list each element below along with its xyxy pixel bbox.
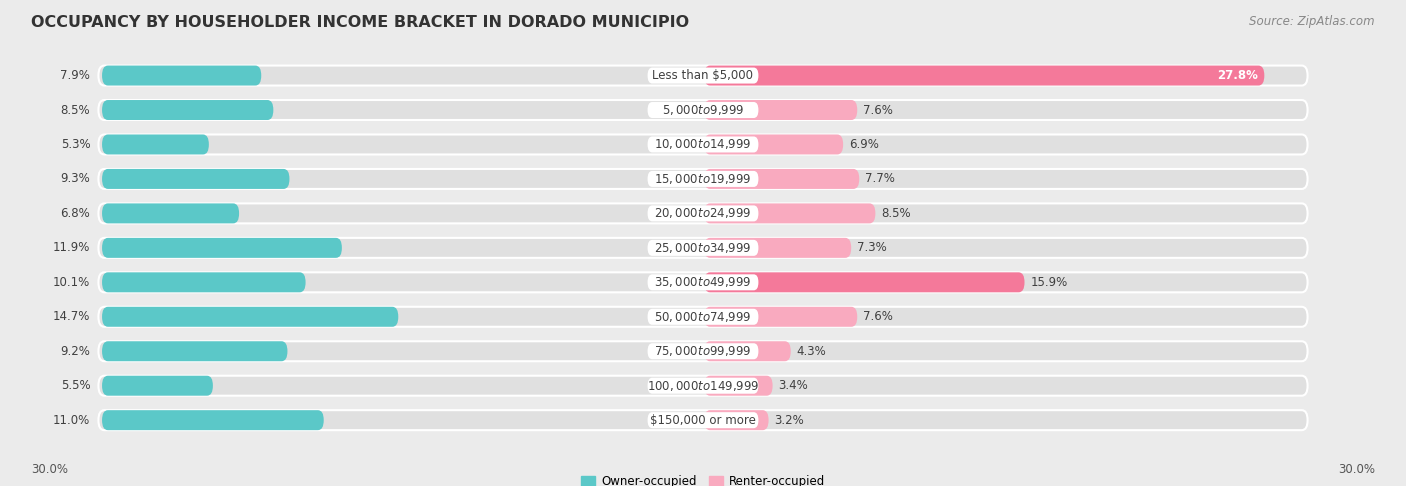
FancyBboxPatch shape <box>648 309 758 325</box>
Text: 27.8%: 27.8% <box>1218 69 1258 82</box>
FancyBboxPatch shape <box>98 66 1308 86</box>
FancyBboxPatch shape <box>648 137 758 153</box>
Text: 9.2%: 9.2% <box>60 345 90 358</box>
Text: 11.0%: 11.0% <box>53 414 90 427</box>
FancyBboxPatch shape <box>648 206 758 222</box>
Text: 7.9%: 7.9% <box>60 69 90 82</box>
Text: 3.4%: 3.4% <box>779 379 808 392</box>
FancyBboxPatch shape <box>704 307 858 327</box>
Text: 10.1%: 10.1% <box>53 276 90 289</box>
FancyBboxPatch shape <box>648 343 758 359</box>
Text: 7.6%: 7.6% <box>863 310 893 323</box>
FancyBboxPatch shape <box>648 274 758 290</box>
Text: 7.6%: 7.6% <box>863 104 893 117</box>
Text: 30.0%: 30.0% <box>1339 463 1375 476</box>
Text: 5.3%: 5.3% <box>60 138 90 151</box>
FancyBboxPatch shape <box>103 410 323 430</box>
Text: $35,000 to $49,999: $35,000 to $49,999 <box>654 276 752 289</box>
FancyBboxPatch shape <box>103 135 209 155</box>
Text: 5.5%: 5.5% <box>60 379 90 392</box>
Text: 6.8%: 6.8% <box>60 207 90 220</box>
FancyBboxPatch shape <box>704 204 876 224</box>
Text: $75,000 to $99,999: $75,000 to $99,999 <box>654 344 752 358</box>
Text: 3.2%: 3.2% <box>775 414 804 427</box>
FancyBboxPatch shape <box>98 307 1308 327</box>
FancyBboxPatch shape <box>103 238 342 258</box>
Legend: Owner-occupied, Renter-occupied: Owner-occupied, Renter-occupied <box>581 475 825 486</box>
FancyBboxPatch shape <box>648 412 758 428</box>
FancyBboxPatch shape <box>103 66 262 86</box>
FancyBboxPatch shape <box>704 376 773 396</box>
FancyBboxPatch shape <box>704 238 851 258</box>
FancyBboxPatch shape <box>98 272 1308 292</box>
Text: 4.3%: 4.3% <box>797 345 827 358</box>
FancyBboxPatch shape <box>704 135 844 155</box>
Text: $15,000 to $19,999: $15,000 to $19,999 <box>654 172 752 186</box>
Text: 6.9%: 6.9% <box>849 138 879 151</box>
FancyBboxPatch shape <box>704 272 1025 292</box>
FancyBboxPatch shape <box>98 135 1308 155</box>
Text: $50,000 to $74,999: $50,000 to $74,999 <box>654 310 752 324</box>
Text: Source: ZipAtlas.com: Source: ZipAtlas.com <box>1250 15 1375 28</box>
FancyBboxPatch shape <box>98 410 1308 430</box>
Text: 9.3%: 9.3% <box>60 173 90 186</box>
FancyBboxPatch shape <box>103 376 212 396</box>
Text: 14.7%: 14.7% <box>53 310 90 323</box>
FancyBboxPatch shape <box>704 169 859 189</box>
FancyBboxPatch shape <box>98 204 1308 224</box>
FancyBboxPatch shape <box>103 169 290 189</box>
Text: Less than $5,000: Less than $5,000 <box>652 69 754 82</box>
FancyBboxPatch shape <box>103 341 287 361</box>
Text: 30.0%: 30.0% <box>31 463 67 476</box>
Text: 11.9%: 11.9% <box>53 242 90 254</box>
Text: $5,000 to $9,999: $5,000 to $9,999 <box>662 103 744 117</box>
Text: 15.9%: 15.9% <box>1031 276 1067 289</box>
FancyBboxPatch shape <box>98 376 1308 396</box>
Text: OCCUPANCY BY HOUSEHOLDER INCOME BRACKET IN DORADO MUNICIPIO: OCCUPANCY BY HOUSEHOLDER INCOME BRACKET … <box>31 15 689 30</box>
FancyBboxPatch shape <box>704 66 1264 86</box>
FancyBboxPatch shape <box>103 204 239 224</box>
FancyBboxPatch shape <box>103 100 273 120</box>
FancyBboxPatch shape <box>648 68 758 84</box>
FancyBboxPatch shape <box>648 378 758 394</box>
FancyBboxPatch shape <box>704 100 858 120</box>
FancyBboxPatch shape <box>704 410 769 430</box>
FancyBboxPatch shape <box>648 171 758 187</box>
Text: $100,000 to $149,999: $100,000 to $149,999 <box>647 379 759 393</box>
Text: $150,000 or more: $150,000 or more <box>650 414 756 427</box>
FancyBboxPatch shape <box>648 240 758 256</box>
FancyBboxPatch shape <box>648 102 758 118</box>
Text: $25,000 to $34,999: $25,000 to $34,999 <box>654 241 752 255</box>
FancyBboxPatch shape <box>103 272 305 292</box>
FancyBboxPatch shape <box>704 341 790 361</box>
FancyBboxPatch shape <box>98 169 1308 189</box>
Text: 7.7%: 7.7% <box>865 173 896 186</box>
Text: 7.3%: 7.3% <box>858 242 887 254</box>
FancyBboxPatch shape <box>98 238 1308 258</box>
FancyBboxPatch shape <box>98 341 1308 361</box>
Text: $10,000 to $14,999: $10,000 to $14,999 <box>654 138 752 152</box>
Text: 8.5%: 8.5% <box>60 104 90 117</box>
Text: 8.5%: 8.5% <box>882 207 911 220</box>
FancyBboxPatch shape <box>103 307 398 327</box>
Text: $20,000 to $24,999: $20,000 to $24,999 <box>654 207 752 220</box>
FancyBboxPatch shape <box>98 100 1308 120</box>
